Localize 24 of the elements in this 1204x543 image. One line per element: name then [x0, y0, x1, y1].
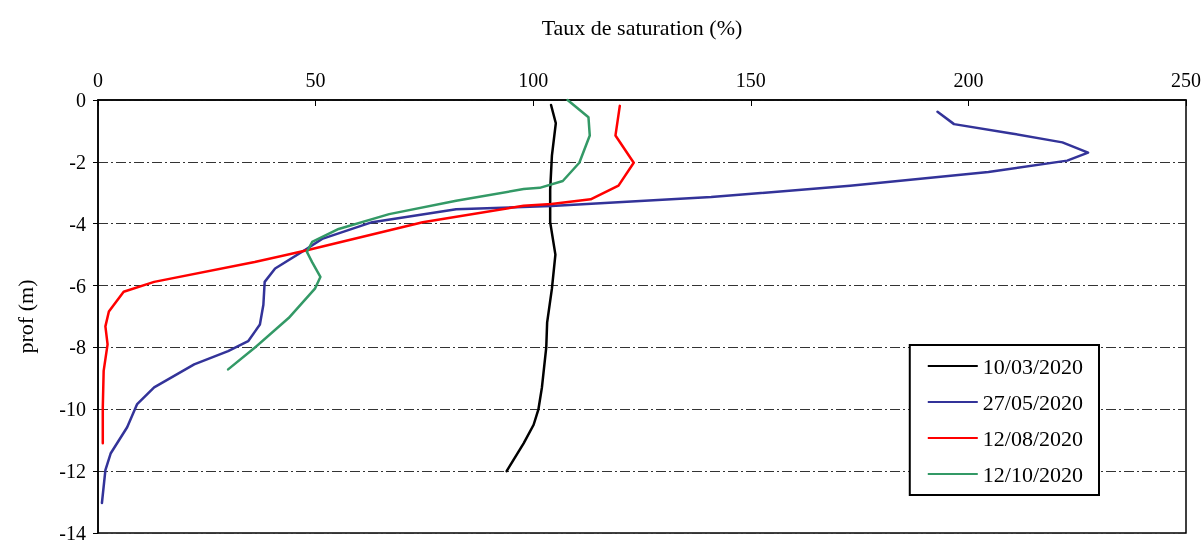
x-tick-label: 0	[93, 69, 103, 91]
x-tick-label: 100	[518, 69, 549, 91]
x-tick-label: 150	[735, 69, 766, 91]
line-series	[505, 103, 558, 473]
line-series	[100, 110, 1090, 505]
line-series	[226, 98, 592, 371]
y-tick-label: 0	[76, 89, 86, 111]
x-tick-label: 50	[305, 69, 326, 91]
legend-label: 10/03/2020	[982, 353, 1084, 379]
y-tick-label: -6	[69, 274, 86, 297]
x-tick-label: 200	[953, 69, 984, 91]
y-tick-label: -2	[69, 150, 86, 173]
y-tick-label: -12	[59, 460, 86, 483]
x-axis-title: Taux de saturation (%)	[541, 14, 743, 40]
y-tick-label: -4	[69, 212, 86, 235]
y-tick-label: -10	[59, 398, 86, 421]
line-series	[101, 104, 635, 445]
y-axis-title: prof (m)	[12, 279, 38, 354]
legend-label: 27/05/2020	[982, 389, 1084, 415]
x-tick-label: 250	[1171, 69, 1201, 91]
legend-label: 12/10/2020	[982, 461, 1084, 487]
legend-label: 12/08/2020	[982, 425, 1084, 451]
y-tick-label: -14	[59, 522, 86, 543]
y-tick-label: -8	[69, 336, 86, 359]
